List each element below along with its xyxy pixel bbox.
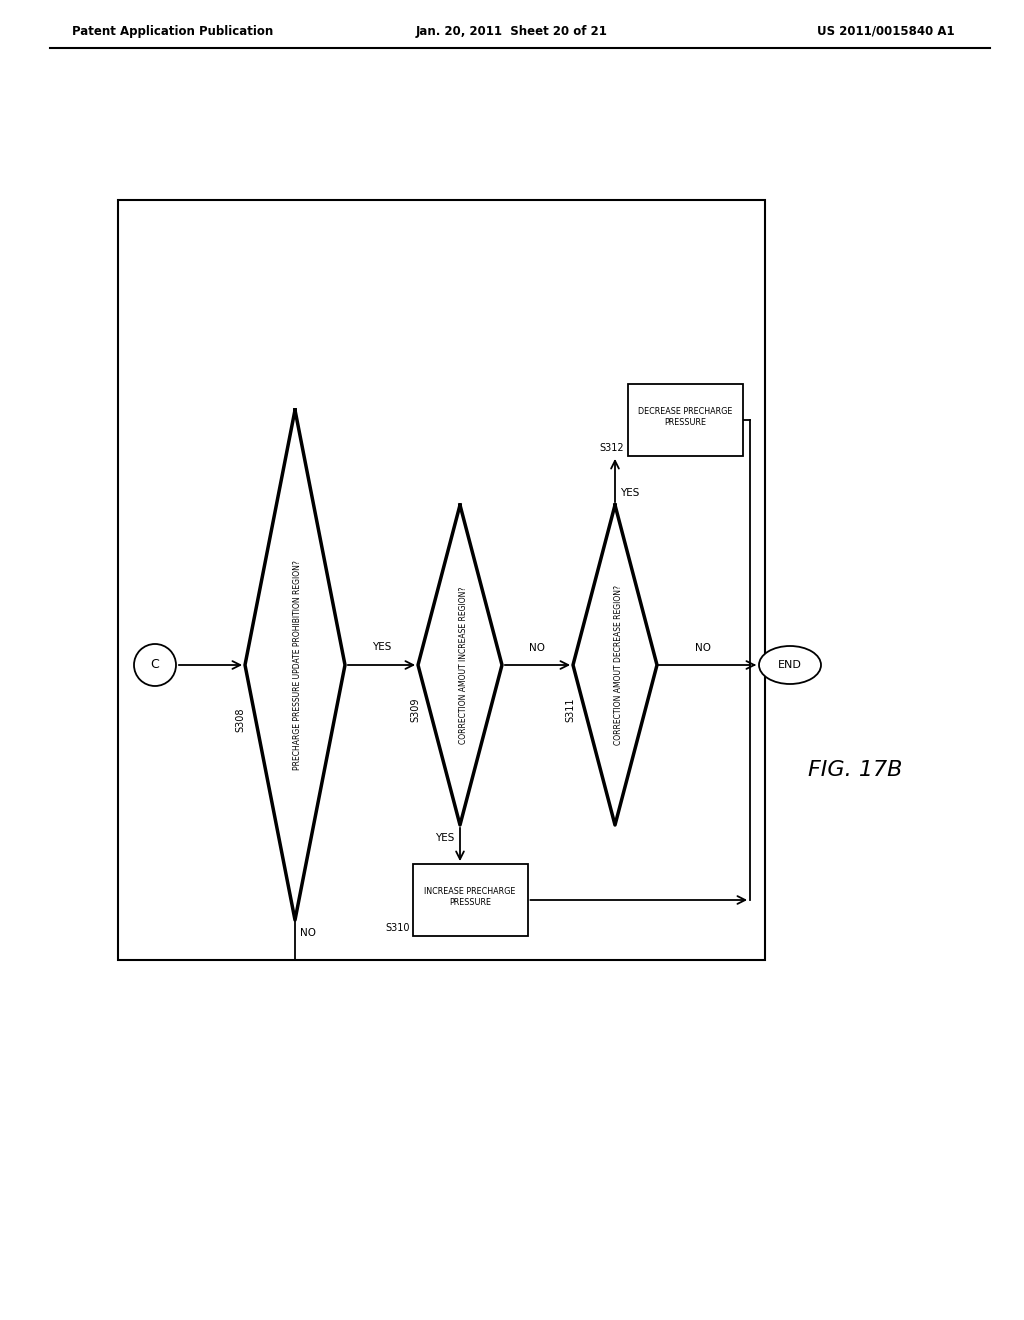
Text: DECREASE PRECHARGE
PRESSURE: DECREASE PRECHARGE PRESSURE — [638, 407, 732, 428]
Text: Jan. 20, 2011  Sheet 20 of 21: Jan. 20, 2011 Sheet 20 of 21 — [416, 25, 608, 38]
Text: PRECHARGE PRESSURE UPDATE PROHIBITION REGION?: PRECHARGE PRESSURE UPDATE PROHIBITION RE… — [294, 560, 302, 770]
Text: NO: NO — [300, 928, 316, 939]
Text: FIG. 17B: FIG. 17B — [808, 760, 902, 780]
Text: YES: YES — [620, 488, 639, 498]
Text: Patent Application Publication: Patent Application Publication — [72, 25, 273, 38]
Text: S310: S310 — [385, 923, 410, 933]
Bar — [628, 384, 742, 455]
Text: INCREASE PRECHARGE
PRESSURE: INCREASE PRECHARGE PRESSURE — [424, 887, 516, 907]
Text: US 2011/0015840 A1: US 2011/0015840 A1 — [817, 25, 955, 38]
Ellipse shape — [759, 645, 821, 684]
Bar — [413, 865, 527, 936]
Text: S312: S312 — [600, 444, 625, 453]
Text: NO: NO — [529, 643, 546, 653]
Text: END: END — [778, 660, 802, 671]
Text: S309: S309 — [410, 698, 420, 722]
Text: CORRECTION AMOUT INCREASE REGION?: CORRECTION AMOUT INCREASE REGION? — [459, 586, 468, 743]
Text: S308: S308 — [234, 708, 245, 733]
Circle shape — [134, 644, 176, 686]
Text: S311: S311 — [565, 698, 575, 722]
Text: YES: YES — [434, 833, 454, 843]
Bar — [118, 201, 765, 960]
Text: NO: NO — [695, 643, 712, 653]
Text: YES: YES — [372, 642, 391, 652]
Text: C: C — [151, 659, 160, 672]
Text: CORRECTION AMOUT DECREASE REGION?: CORRECTION AMOUT DECREASE REGION? — [613, 585, 623, 744]
